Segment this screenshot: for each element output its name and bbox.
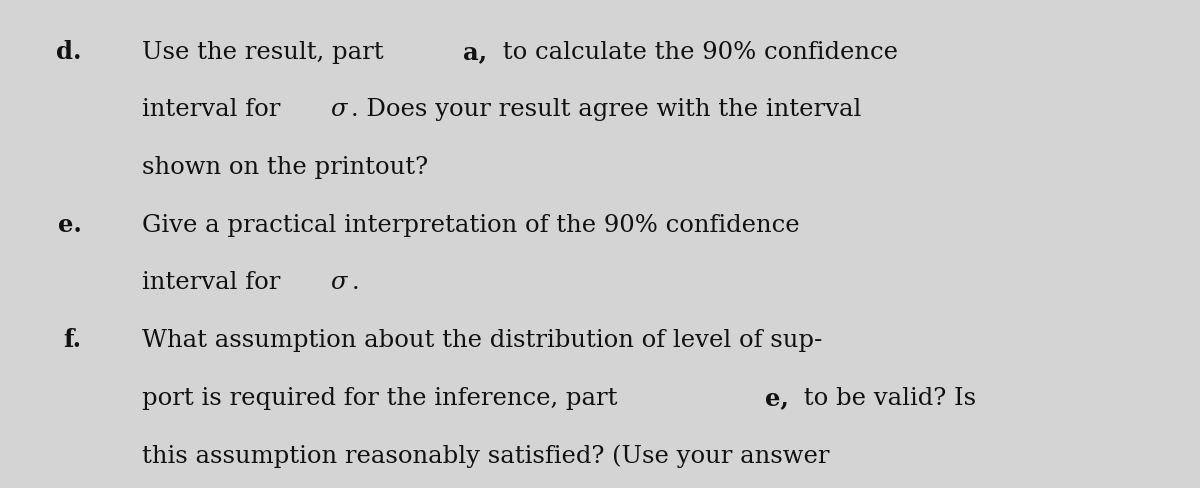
Text: this assumption reasonably satisfied? (Use your answer: this assumption reasonably satisfied? (U… [142, 443, 829, 467]
Text: interval for: interval for [142, 271, 288, 294]
Text: e.: e. [58, 212, 82, 236]
Text: .: . [352, 271, 359, 294]
Text: interval for: interval for [142, 98, 288, 121]
Text: port is required for the inference, part: port is required for the inference, part [142, 386, 625, 409]
Text: σ: σ [330, 271, 347, 294]
Text: to be valid? Is: to be valid? Is [796, 386, 976, 409]
Text: to calculate the 90% confidence: to calculate the 90% confidence [494, 41, 898, 63]
Text: σ: σ [330, 98, 347, 121]
Text: f.: f. [64, 327, 82, 351]
Text: a,: a, [463, 40, 487, 63]
Text: d.: d. [56, 40, 82, 63]
Text: What assumption about the distribution of level of sup-: What assumption about the distribution o… [142, 328, 822, 351]
Text: Use the result, part: Use the result, part [142, 41, 391, 63]
Text: Give a practical interpretation of the 90% confidence: Give a practical interpretation of the 9… [142, 213, 799, 236]
Text: shown on the printout?: shown on the printout? [142, 156, 427, 179]
Text: e,: e, [766, 385, 790, 409]
Text: . Does your result agree with the interval: . Does your result agree with the interv… [352, 98, 862, 121]
